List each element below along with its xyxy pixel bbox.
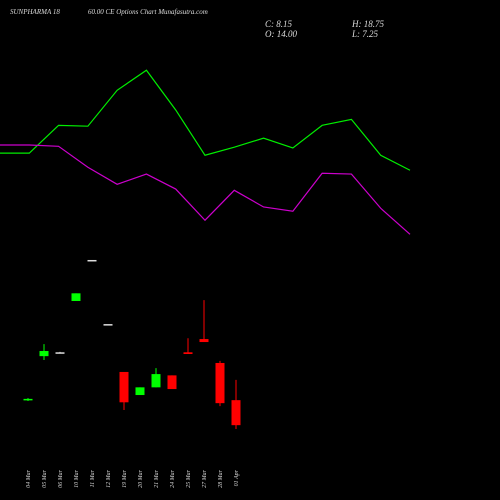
x-tick-label: 25 Mar [186, 469, 192, 487]
chart-title: SUNPHARMA 18 [10, 8, 60, 16]
x-tick-label: 06 Mar [58, 469, 64, 487]
candle-body [39, 351, 49, 357]
x-tick-label: 04 Mar [25, 469, 32, 487]
candle-body [183, 352, 193, 355]
candle-body [231, 400, 241, 426]
low-label: L: 7.25 [351, 29, 379, 39]
candle-body [167, 375, 177, 390]
candle-body [119, 371, 129, 403]
x-tick-label: 11 Mar [90, 469, 96, 487]
x-tick-label: 01 Apr [234, 469, 240, 486]
x-tick-label: 20 Mar [138, 469, 144, 487]
indicator-line [0, 69, 411, 171]
x-tick-label: 21 Mar [154, 469, 160, 487]
candle-body [215, 362, 225, 404]
candle-body [23, 398, 33, 401]
candle-body [55, 352, 65, 354]
candle-body [151, 374, 161, 388]
x-tick-label: 19 Mar [122, 469, 128, 487]
candle-body [103, 324, 113, 326]
high-label: H: 18.75 [351, 19, 384, 29]
x-tick-label: 28 Mar [218, 469, 224, 487]
open-label: O: 14.00 [265, 29, 297, 39]
candle-body [71, 293, 81, 302]
close-label: C: 8.15 [265, 19, 293, 29]
candle-body [199, 339, 209, 343]
candle-body [135, 387, 145, 396]
x-tick-label: 27 Mar [202, 469, 208, 487]
indicator-line [0, 144, 411, 235]
x-tick-label: 12 Mar [106, 469, 112, 487]
candle-body [87, 259, 97, 262]
x-tick-label: 05 Mar [42, 469, 48, 487]
x-tick-label: 24 Mar [169, 469, 176, 487]
x-tick-label: 10 Mar [74, 469, 80, 487]
chart-subtitle: 60.00 CE Options Chart Munafasutra.com [88, 8, 208, 16]
